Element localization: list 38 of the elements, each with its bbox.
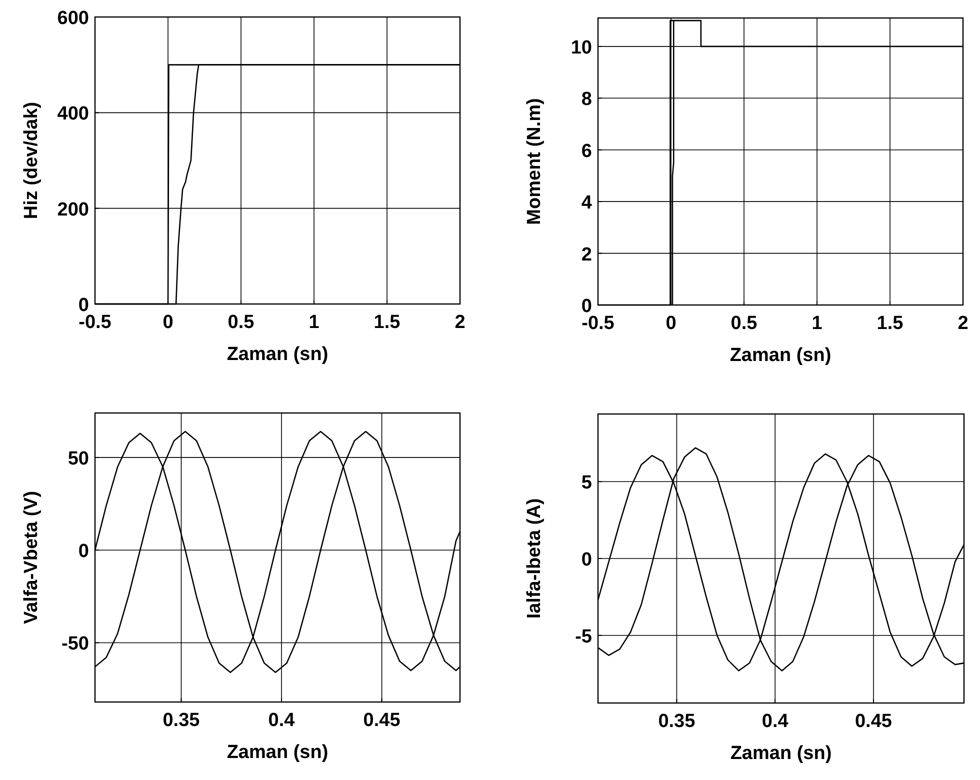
- y-tick-label: 5: [581, 472, 592, 494]
- x-tick-label: 0.4: [268, 710, 296, 731]
- x-tick-label: 0: [162, 312, 174, 333]
- x-tick-label: 0.5: [730, 313, 758, 334]
- y-tick-label: 50: [68, 448, 89, 470]
- y-tick-label: 8: [581, 89, 592, 110]
- x-axis-title: Zaman (sn): [730, 743, 832, 764]
- y-tick-label: 200: [57, 199, 89, 220]
- y-tick-label: 400: [57, 104, 89, 125]
- x-tick-label: 0: [666, 313, 676, 334]
- x-tick-label: 1: [308, 312, 320, 333]
- y-tick-label: 0: [581, 550, 592, 570]
- y-tick-label: 6: [581, 140, 592, 162]
- x-tick-label: 0.35: [658, 711, 696, 732]
- y-tick-label: 0: [78, 541, 89, 562]
- x-tick-label: 0.4: [762, 711, 789, 732]
- x-tick-label: 0.35: [162, 710, 200, 731]
- y-tick-label: 4: [581, 192, 592, 214]
- y-axis-title: Valfa-Vbeta (V): [21, 490, 42, 624]
- y-tick-label: 10: [570, 37, 592, 58]
- x-tick-label: 1.5: [374, 312, 401, 333]
- x-tick-label: 2: [454, 312, 466, 333]
- y-axis-title: Hiz (dev/dak): [21, 102, 42, 220]
- y-tick-label: 2: [581, 244, 592, 266]
- y-axis-title: Moment (N.m): [524, 98, 545, 225]
- x-tick-label: 2: [958, 313, 968, 334]
- x-tick-label: 1: [812, 313, 823, 334]
- y-tick-label: 600: [57, 8, 89, 29]
- y-axis-title: Ialfa-Ibeta (A): [524, 498, 545, 619]
- x-axis-title: Zaman (sn): [226, 742, 328, 763]
- x-axis-title: Zaman (sn): [730, 345, 832, 366]
- x-tick-label: 1.5: [876, 313, 904, 334]
- x-tick-label: 0.5: [228, 312, 255, 333]
- y-tick-label: -5: [575, 626, 592, 648]
- x-tick-label: 0.45: [363, 710, 401, 731]
- x-axis-title: Zaman (sn): [226, 344, 328, 365]
- x-tick-label: 0.45: [854, 711, 892, 732]
- y-tick-label: -50: [62, 634, 89, 655]
